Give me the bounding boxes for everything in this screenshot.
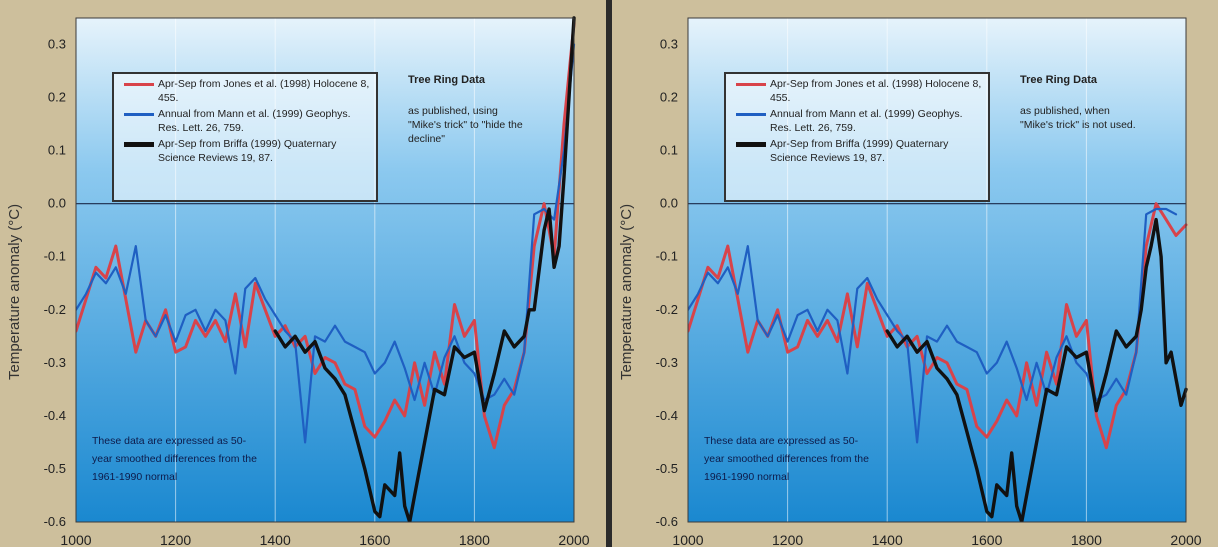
y-tick-label: -0.6 [44,514,66,529]
briffa-series-line [273,16,576,522]
x-tick-label: 1400 [260,532,291,547]
legend-entry-jones: Apr-Sep from Jones et al. (1998) Holocen… [732,78,982,105]
legend-swatch-briffa [124,142,154,147]
legend-swatch-mann [124,113,154,116]
x-tick-label: 1200 [772,532,803,547]
chart-subtitle: as published, using "Mike's trick" to "h… [408,105,523,145]
chart-subtitle: as published, when "Mike's trick" is not… [1020,105,1136,131]
x-tick-label: 2000 [558,532,589,547]
legend-swatch-jones [736,83,766,86]
y-tick-label: -0.1 [656,249,678,264]
legend-swatch-jones [124,83,154,86]
y-axis-title: Temperature anomaly (°C) [618,203,635,380]
legend-label-mann: Annual from Mann et al. (1999) Geophys. … [158,108,351,134]
y-tick-label: 0.0 [660,196,678,211]
x-tick-label: 1800 [1071,532,1102,547]
legend-label-briffa: Apr-Sep from Briffa (1999) Quaternary Sc… [770,138,949,164]
x-tick-label: 1600 [971,532,1002,547]
plot-frame [687,17,1187,523]
mann-series-line [76,43,576,444]
legend-label-mann: Annual from Mann et al. (1999) Geophys. … [770,108,963,134]
chart-panel-right: 0.3 0.2 0.1 0.0 -0.1 -0.2 -0.3 -0.4 -0.5 -0.6 1000… [612,0,1218,547]
x-tick-label: 1000 [672,532,703,547]
y-tick-label: -0.3 [656,355,678,370]
x-tick-label: 1400 [872,532,903,547]
legend-entry-mann: Annual from Mann et al. (1999) Geophys. … [732,108,982,135]
legend-label-jones: Apr-Sep from Jones et al. (1998) Holocen… [158,78,370,104]
y-tick-label: 0.0 [48,196,66,211]
panel-divider [606,0,612,547]
y-tick-label: -0.3 [44,355,66,370]
chart-title: Tree Ring Data [1020,74,1098,86]
legend-label-briffa: Apr-Sep from Briffa (1999) Quaternary Sc… [158,138,337,164]
y-tick-label: -0.2 [44,302,66,317]
legend-entry-briffa: Apr-Sep from Briffa (1999) Quaternary Sc… [732,138,982,165]
smoothing-note: These data are expressed as 50-year smoo… [92,435,257,483]
legend-swatch-mann [736,113,766,116]
y-tick-label: 0.2 [48,90,66,105]
y-tick-label: -0.4 [44,408,66,423]
x-tick-label: 1200 [160,532,191,547]
y-tick-label: -0.6 [656,514,678,529]
plot-frame [75,17,575,523]
x-tick-label: 1000 [60,532,91,547]
y-tick-label: 0.3 [48,37,66,52]
legend-swatch-briffa [736,142,766,147]
legend-label-jones: Apr-Sep from Jones et al. (1998) Holocen… [770,78,982,104]
y-tick-label: -0.5 [656,461,678,476]
y-tick-label: 0.3 [660,37,678,52]
y-tick-label: -0.4 [656,408,678,423]
y-tick-label: -0.2 [656,302,678,317]
y-tick-label: 0.1 [48,143,66,158]
legend-box: Apr-Sep from Jones et al. (1998) Holocen… [724,72,990,202]
chart-title: Tree Ring Data [408,74,486,86]
smoothing-note: These data are expressed as 50-year smoo… [704,435,869,483]
y-tick-label: 0.1 [660,143,678,158]
y-tick-label: 0.2 [660,90,678,105]
briffa-series-line [885,217,1188,522]
legend-entry-briffa: Apr-Sep from Briffa (1999) Quaternary Sc… [120,138,370,165]
legend-entry-jones: Apr-Sep from Jones et al. (1998) Holocen… [120,78,370,105]
chart-panel-left: 0.3 0.2 0.1 0.0 -0.1 -0.2 -0.3 -0.4 -0.5 -0.6 1000… [0,0,606,547]
x-tick-label: 1800 [459,532,490,547]
y-tick-label: -0.5 [44,461,66,476]
x-tick-label: 2000 [1170,532,1201,547]
y-axis-title: Temperature anomaly (°C) [6,203,23,380]
y-tick-label: -0.1 [44,249,66,264]
legend-box: Apr-Sep from Jones et al. (1998) Holocen… [112,72,378,202]
legend-entry-mann: Annual from Mann et al. (1999) Geophys. … [120,108,370,135]
x-tick-label: 1600 [359,532,390,547]
